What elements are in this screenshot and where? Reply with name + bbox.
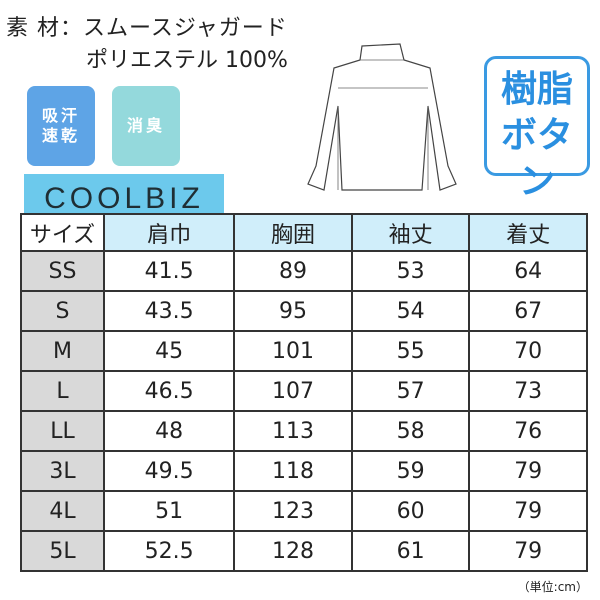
column-header: 肩巾 bbox=[102, 213, 236, 252]
value-cell: 79 bbox=[468, 490, 588, 532]
badge-label: 吸汗 速乾 bbox=[41, 106, 80, 145]
size-cell: SS bbox=[20, 250, 105, 292]
value-cell: 95 bbox=[233, 290, 353, 332]
size-table: サイズ 肩巾 胸囲 袖丈 着丈 SS 41.5 89 53 64 S 43.5 95 54 67 M 45 10… bbox=[20, 213, 588, 572]
value-cell: 79 bbox=[468, 450, 588, 492]
size-cell: 4L bbox=[20, 490, 105, 532]
unit-note: （単位:cm） bbox=[517, 580, 588, 594]
value-cell: 70 bbox=[468, 330, 588, 372]
table-header-row: サイズ 肩巾 胸囲 袖丈 着丈 bbox=[20, 213, 588, 252]
value-cell: 67 bbox=[468, 290, 588, 332]
sweat-absorbent-quick-dry-badge: 吸汗 速乾 bbox=[27, 86, 95, 166]
size-cell: S bbox=[20, 290, 105, 332]
value-cell: 101 bbox=[233, 330, 353, 372]
value-cell: 54 bbox=[350, 290, 471, 332]
column-header: 袖丈 bbox=[350, 213, 471, 252]
value-cell: 57 bbox=[350, 370, 471, 412]
value-cell: 113 bbox=[233, 410, 353, 452]
size-cell: M bbox=[20, 330, 105, 372]
column-header: 着丈 bbox=[468, 213, 588, 252]
material-label: 素 材：スムースジャガード bbox=[6, 16, 288, 41]
table-row: SS 41.5 89 53 64 bbox=[20, 250, 588, 292]
value-cell: 45 bbox=[102, 330, 236, 372]
value-cell: 59 bbox=[350, 450, 471, 492]
value-cell: 55 bbox=[350, 330, 471, 372]
value-cell: 41.5 bbox=[102, 250, 236, 292]
table-row: M 45 101 55 70 bbox=[20, 330, 588, 372]
resin-button-badge: 樹脂 ボタン bbox=[484, 56, 590, 202]
value-cell: 64 bbox=[468, 250, 588, 292]
value-cell: 118 bbox=[233, 450, 353, 492]
value-cell: 53 bbox=[350, 250, 471, 292]
table-row: L 46.5 107 57 73 bbox=[20, 370, 588, 412]
column-header: 胸囲 bbox=[233, 213, 353, 252]
value-cell: 49.5 bbox=[102, 450, 236, 492]
size-cell: L bbox=[20, 370, 105, 412]
value-cell: 73 bbox=[468, 370, 588, 412]
size-cell: LL bbox=[20, 410, 105, 452]
value-cell: 123 bbox=[233, 490, 353, 532]
deodorant-badge: 消臭 bbox=[112, 86, 180, 166]
badge-line: ボタン bbox=[500, 115, 573, 202]
value-cell: 128 bbox=[233, 530, 353, 572]
table-row: LL 48 113 58 76 bbox=[20, 410, 588, 452]
value-cell: 61 bbox=[350, 530, 471, 572]
value-cell: 51 bbox=[102, 490, 236, 532]
value-cell: 58 bbox=[350, 410, 471, 452]
badge-line: 樹脂 bbox=[500, 69, 573, 110]
table-row: 5L 52.5 128 61 79 bbox=[20, 530, 588, 572]
value-cell: 76 bbox=[468, 410, 588, 452]
material-composition: ポリエステル 100% bbox=[86, 48, 288, 73]
size-cell: 3L bbox=[20, 450, 105, 492]
table-row: 4L 51 123 60 79 bbox=[20, 490, 588, 532]
column-header: サイズ bbox=[20, 213, 105, 252]
value-cell: 79 bbox=[468, 530, 588, 572]
value-cell: 107 bbox=[233, 370, 353, 412]
badge-label: 消臭 bbox=[126, 116, 165, 135]
size-cell: 5L bbox=[20, 530, 105, 572]
value-cell: 48 bbox=[102, 410, 236, 452]
value-cell: 60 bbox=[350, 490, 471, 532]
value-cell: 52.5 bbox=[102, 530, 236, 572]
shirt-back-illustration bbox=[307, 43, 457, 191]
table-row: S 43.5 95 54 67 bbox=[20, 290, 588, 332]
value-cell: 43.5 bbox=[102, 290, 236, 332]
table-row: 3L 49.5 118 59 79 bbox=[20, 450, 588, 492]
value-cell: 46.5 bbox=[102, 370, 236, 412]
value-cell: 89 bbox=[233, 250, 353, 292]
